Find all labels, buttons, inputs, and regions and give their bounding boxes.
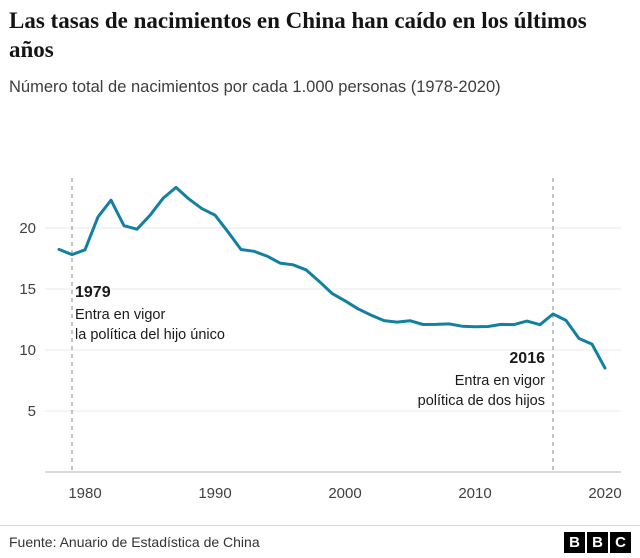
x-tick-label: 1990 — [198, 485, 231, 502]
y-axis-labels: 5 10 15 20 — [19, 220, 36, 420]
annotation-2016: 2016 Entra en vigor política de dos hijo… — [418, 350, 545, 411]
source-credit: Fuente: Anuario de Estadística de China — [9, 534, 260, 550]
x-axis-labels: 1980 1990 2000 2010 2020 — [68, 485, 621, 502]
bbc-logo: B B C — [564, 531, 631, 553]
gridlines — [45, 227, 621, 473]
annotation-1979: 1979 Entra en vigor la política del hijo… — [75, 284, 225, 345]
annotation-2016-year: 2016 — [509, 350, 545, 367]
bbc-logo-letter: B — [564, 531, 585, 553]
y-tick-label: 20 — [19, 220, 36, 237]
chart-header: Las tasas de nacimientos en China han ca… — [9, 6, 631, 99]
y-tick-label: 5 — [28, 403, 36, 420]
bbc-logo-letter: C — [610, 531, 631, 553]
annotation-2016-text: Entra en vigor — [454, 373, 545, 389]
footer: Fuente: Anuario de Estadística de China … — [0, 525, 640, 558]
y-tick-label: 15 — [19, 281, 36, 298]
chart-canvas: 5 10 15 20 1980 1990 2000 2010 2020 — [19, 178, 622, 502]
y-tick-label: 10 — [19, 342, 36, 359]
bbc-logo-letter: B — [587, 531, 608, 553]
chart-subtitle: Número total de nacimientos por cada 1.0… — [9, 77, 501, 96]
annotation-1979-text: Entra en vigor — [75, 307, 166, 323]
annotation-1979-text: la política del hijo único — [75, 327, 225, 343]
event-marker-lines — [71, 178, 554, 472]
x-tick-label: 2000 — [328, 485, 361, 502]
birth-rate-line — [57, 185, 607, 370]
annotation-2016-text: política de dos hijos — [417, 393, 545, 409]
chart-title: Las tasas de nacimientos en China han ca… — [9, 8, 587, 63]
birth-rate-chart: 5 10 15 20 1980 1990 2000 2010 2020 1979 Entra … — [0, 150, 640, 514]
x-tick-label: 1980 — [68, 485, 101, 502]
x-tick-label: 2010 — [458, 485, 491, 502]
birth-rate-series — [57, 185, 607, 370]
x-tick-label: 2020 — [588, 485, 621, 502]
annotation-1979-year: 1979 — [75, 284, 111, 301]
